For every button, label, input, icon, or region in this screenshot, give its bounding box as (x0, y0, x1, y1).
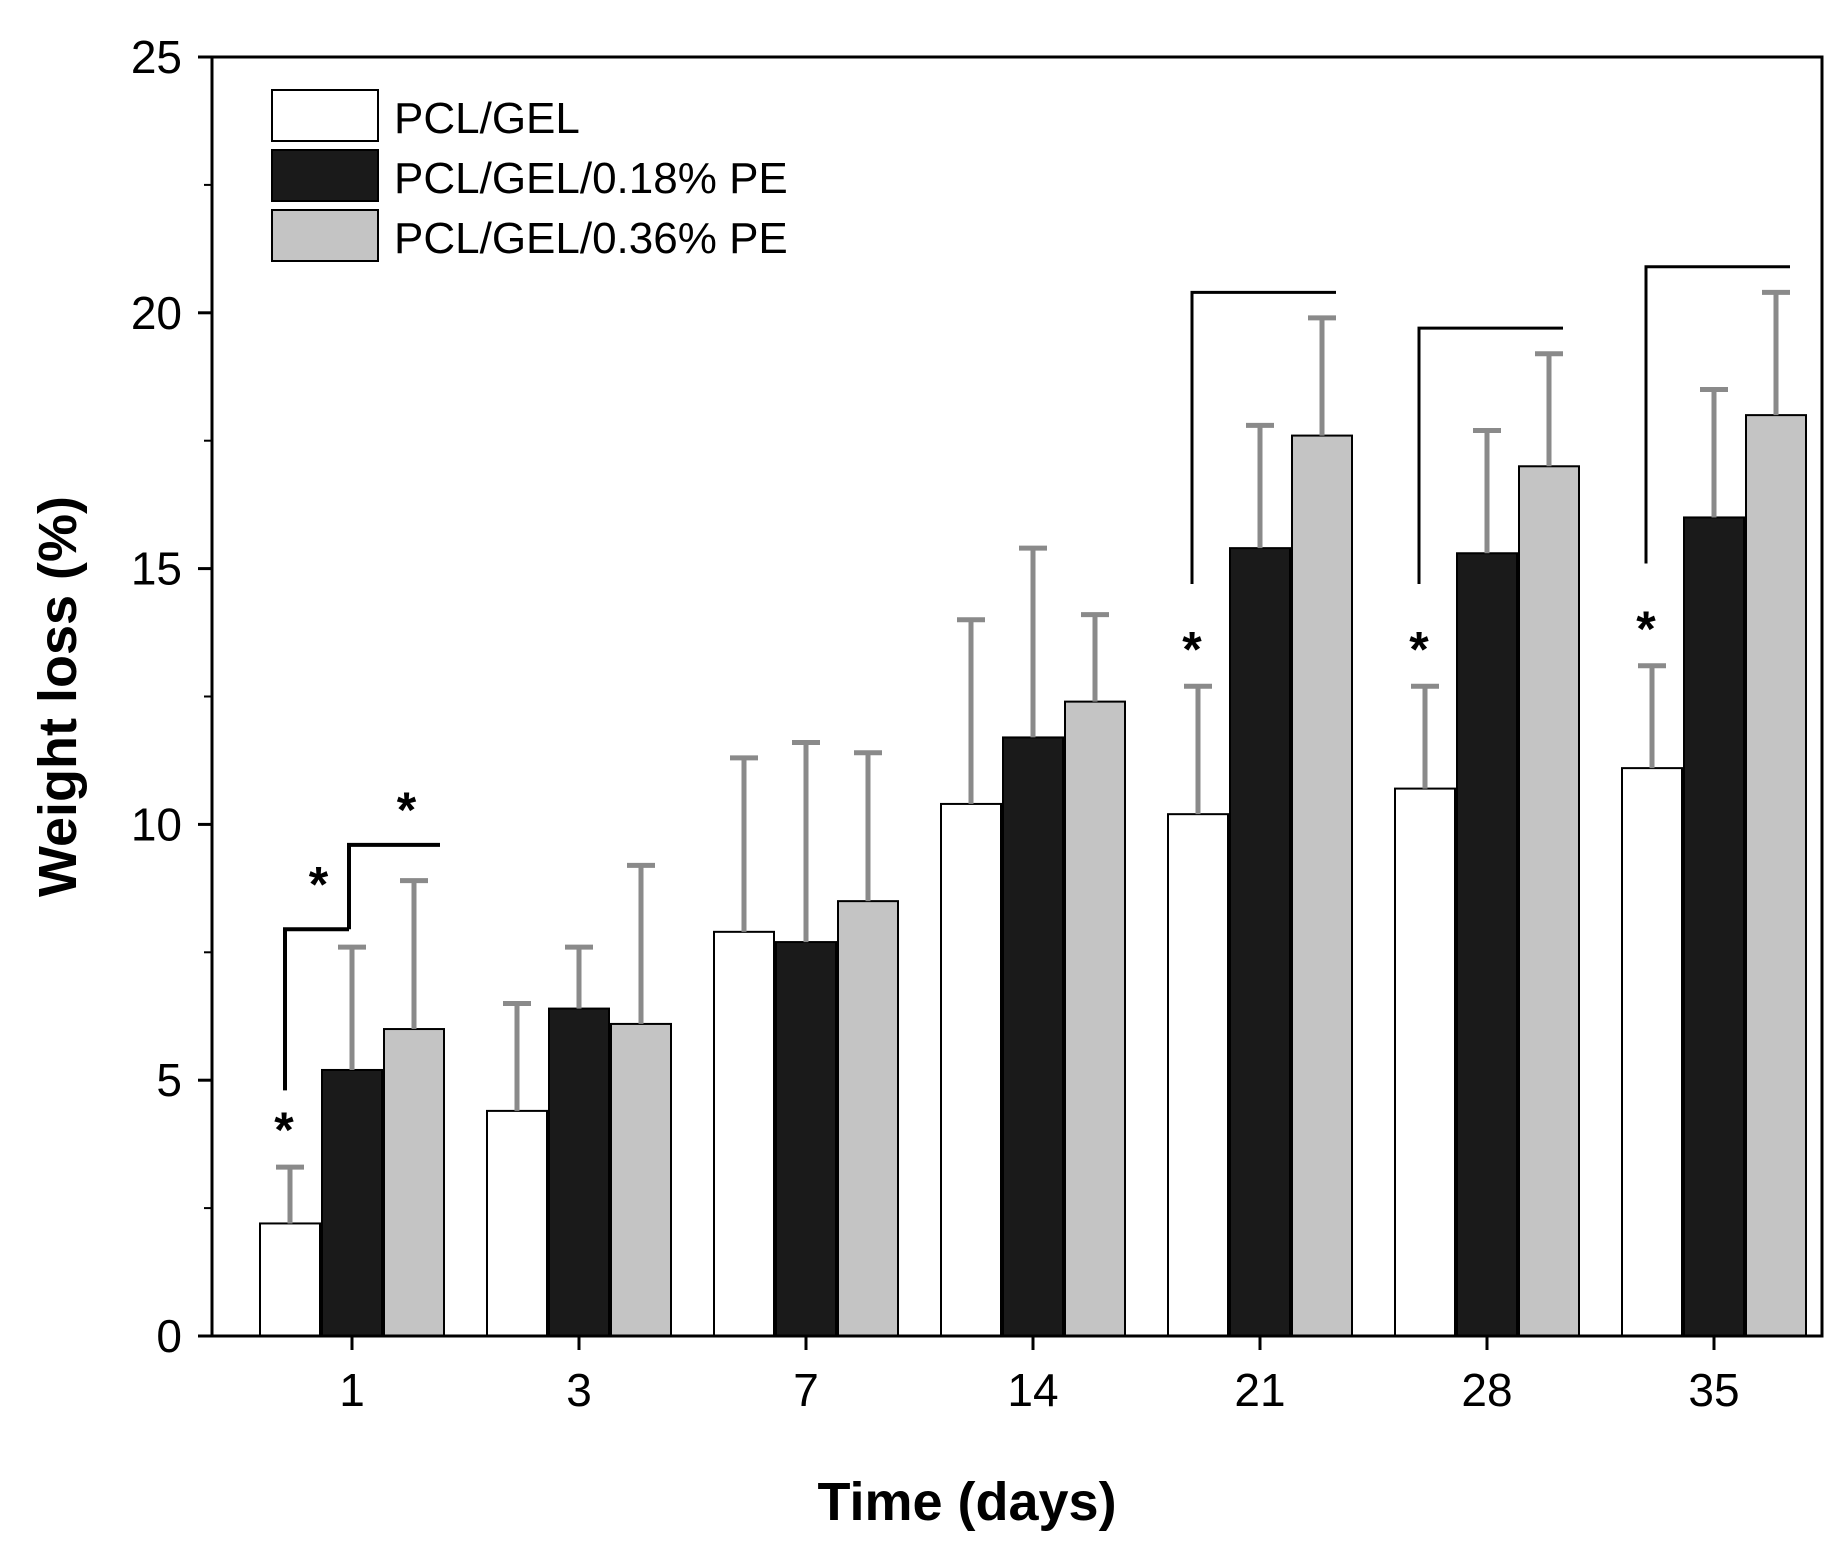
y-tick-label-25: 25 (131, 31, 182, 83)
x-tick-label-28: 28 (1461, 1364, 1512, 1416)
y-tick-label-20: 20 (131, 287, 182, 339)
bar-21-series-3 (1291, 434, 1353, 1338)
bar-1-series-1 (259, 1222, 321, 1337)
axes: 0 5 10 15 20 25 1 3 7 14 21 28 35 (131, 31, 1824, 1416)
legend-item-1: PCL/GEL (271, 89, 580, 143)
legend-item-2: PCL/GEL/0.18% PE (271, 149, 788, 203)
bar-28-series-3 (1518, 465, 1580, 1337)
x-tick-label-21: 21 (1234, 1364, 1285, 1416)
x-tick-label-14: 14 (1007, 1364, 1058, 1416)
legend: PCL/GEL PCL/GEL/0.18% PE PCL/GEL/0.36% PE (271, 89, 788, 263)
error-bar-7-series-3 (854, 750, 882, 902)
bars (259, 414, 1807, 1338)
bracket-line (347, 842, 440, 930)
bar-35-series-3 (1745, 414, 1807, 1337)
significance-bracket-35 (1644, 265, 1790, 564)
x-tick-label-3: 3 (566, 1364, 592, 1416)
significance-star-1: * (274, 1102, 294, 1158)
significance-star-35: * (1636, 601, 1656, 657)
error-bars (276, 289, 1790, 1224)
y-tick-label-0: 0 (156, 1310, 182, 1362)
y-tick-label-10: 10 (131, 798, 182, 850)
legend-swatch (271, 89, 379, 142)
x-axis-title: Time (days) (817, 1472, 1116, 1532)
error-bar-35-series-2 (1700, 387, 1728, 518)
significance-star-21: * (1182, 621, 1202, 677)
legend-item-3: PCL/GEL/0.36% PE (271, 209, 788, 263)
error-bar-21-series-2 (1246, 422, 1274, 549)
x-tick-label-1: 1 (339, 1364, 365, 1416)
error-bar-28-series-1 (1411, 683, 1439, 789)
error-bar-14-series-2 (1019, 545, 1047, 738)
error-bar-7-series-1 (730, 755, 758, 932)
legend-swatch (271, 149, 379, 202)
bar-35-series-2 (1683, 516, 1745, 1337)
error-bar-21-series-1 (1184, 683, 1212, 815)
bar-3-series-1 (486, 1109, 548, 1337)
error-bar-7-series-2 (792, 740, 820, 943)
bar-3-series-2 (548, 1007, 610, 1337)
significance-bracket-21 (1190, 290, 1336, 584)
error-bar-1-series-1 (276, 1164, 304, 1224)
error-bar-28-series-3 (1535, 351, 1563, 467)
legend-label: PCL/GEL (394, 94, 580, 143)
bar-14-series-1 (940, 802, 1002, 1337)
significance-star-28: * (1409, 621, 1429, 677)
bar-28-series-1 (1394, 787, 1456, 1337)
bar-7-series-1 (713, 930, 775, 1337)
error-bar-14-series-1 (957, 617, 985, 804)
significance-star-bracket: * (309, 856, 329, 912)
bar-35-series-1 (1621, 767, 1683, 1337)
bar-28-series-2 (1456, 552, 1518, 1337)
legend-label: PCL/GEL/0.36% PE (394, 214, 788, 263)
error-bar-14-series-3 (1081, 612, 1109, 702)
bar-14-series-2 (1002, 736, 1064, 1337)
significance-bracket-1-b: * (347, 782, 440, 930)
y-tick-label-15: 15 (131, 543, 182, 595)
bracket-line (1644, 265, 1790, 564)
y-tick-label-5: 5 (156, 1054, 182, 1106)
error-bar-1-series-2 (338, 944, 366, 1070)
error-bar-3-series-1 (503, 1000, 531, 1111)
error-bar-28-series-2 (1473, 427, 1501, 554)
bar-21-series-2 (1229, 547, 1291, 1337)
error-bar-35-series-3 (1762, 289, 1790, 416)
legend-label: PCL/GEL/0.18% PE (394, 154, 788, 203)
significance-bracket-28 (1417, 326, 1563, 584)
bar-7-series-3 (837, 900, 899, 1337)
bar-1-series-2 (321, 1068, 383, 1338)
error-bar-35-series-1 (1638, 663, 1666, 769)
bracket-line (1190, 290, 1336, 584)
error-bar-3-series-3 (627, 862, 655, 1024)
significance-annotations: * * * * * * (274, 265, 1790, 1158)
bar-7-series-2 (775, 941, 837, 1337)
y-axis-title: Weight loss (%) (28, 496, 88, 897)
x-tick-label-7: 7 (793, 1364, 819, 1416)
bar-1-series-3 (383, 1028, 445, 1338)
error-bar-1-series-3 (400, 878, 428, 1030)
bar-14-series-3 (1064, 700, 1126, 1337)
bar-3-series-3 (610, 1022, 672, 1337)
significance-star-bracket: * (397, 782, 417, 838)
significance-bracket-1-a: * (283, 856, 349, 1091)
bracket-line (283, 927, 349, 1091)
legend-swatch (271, 209, 379, 262)
bar-21-series-1 (1167, 813, 1229, 1337)
x-tick-label-35: 35 (1688, 1364, 1739, 1416)
error-bar-21-series-3 (1308, 315, 1336, 436)
error-bar-3-series-2 (565, 944, 593, 1009)
bracket-line (1417, 326, 1563, 584)
